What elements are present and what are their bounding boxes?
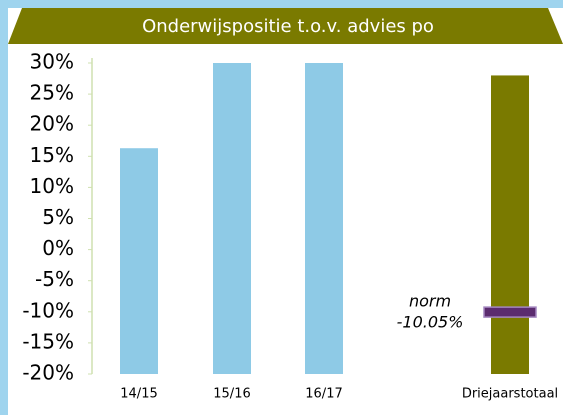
- x-tick-label: Driejaarstotaal: [462, 387, 558, 402]
- bar: [213, 63, 251, 374]
- norm-label: norm: [409, 292, 451, 311]
- norm-marker: [483, 306, 537, 318]
- bar: [491, 75, 529, 374]
- y-tick-label: -10%: [22, 298, 74, 322]
- bar: [120, 148, 158, 374]
- y-tick-label: -5%: [35, 267, 74, 291]
- left-strip: [0, 0, 8, 415]
- y-tick-label: 5%: [42, 205, 74, 229]
- x-tick-label: 16/17: [305, 387, 342, 402]
- y-tick-label: 20%: [30, 112, 74, 136]
- x-tick-label: 14/15: [120, 387, 157, 402]
- title-banner: [8, 8, 563, 44]
- y-tick-label: 0%: [42, 236, 74, 260]
- y-tick-label: 25%: [30, 81, 74, 105]
- top-strip: [0, 0, 563, 8]
- y-tick-label: 30%: [30, 50, 74, 74]
- bar: [305, 63, 343, 374]
- y-tick-label: 15%: [30, 143, 74, 167]
- x-tick-label: 15/16: [213, 387, 250, 402]
- norm-value-label: -10.05%: [397, 313, 464, 332]
- y-tick-label: -20%: [22, 361, 74, 385]
- chart-title: Onderwijspositie t.o.v. advies po: [142, 16, 434, 37]
- y-tick-label: -15%: [22, 329, 74, 353]
- y-tick-label: 10%: [30, 174, 74, 198]
